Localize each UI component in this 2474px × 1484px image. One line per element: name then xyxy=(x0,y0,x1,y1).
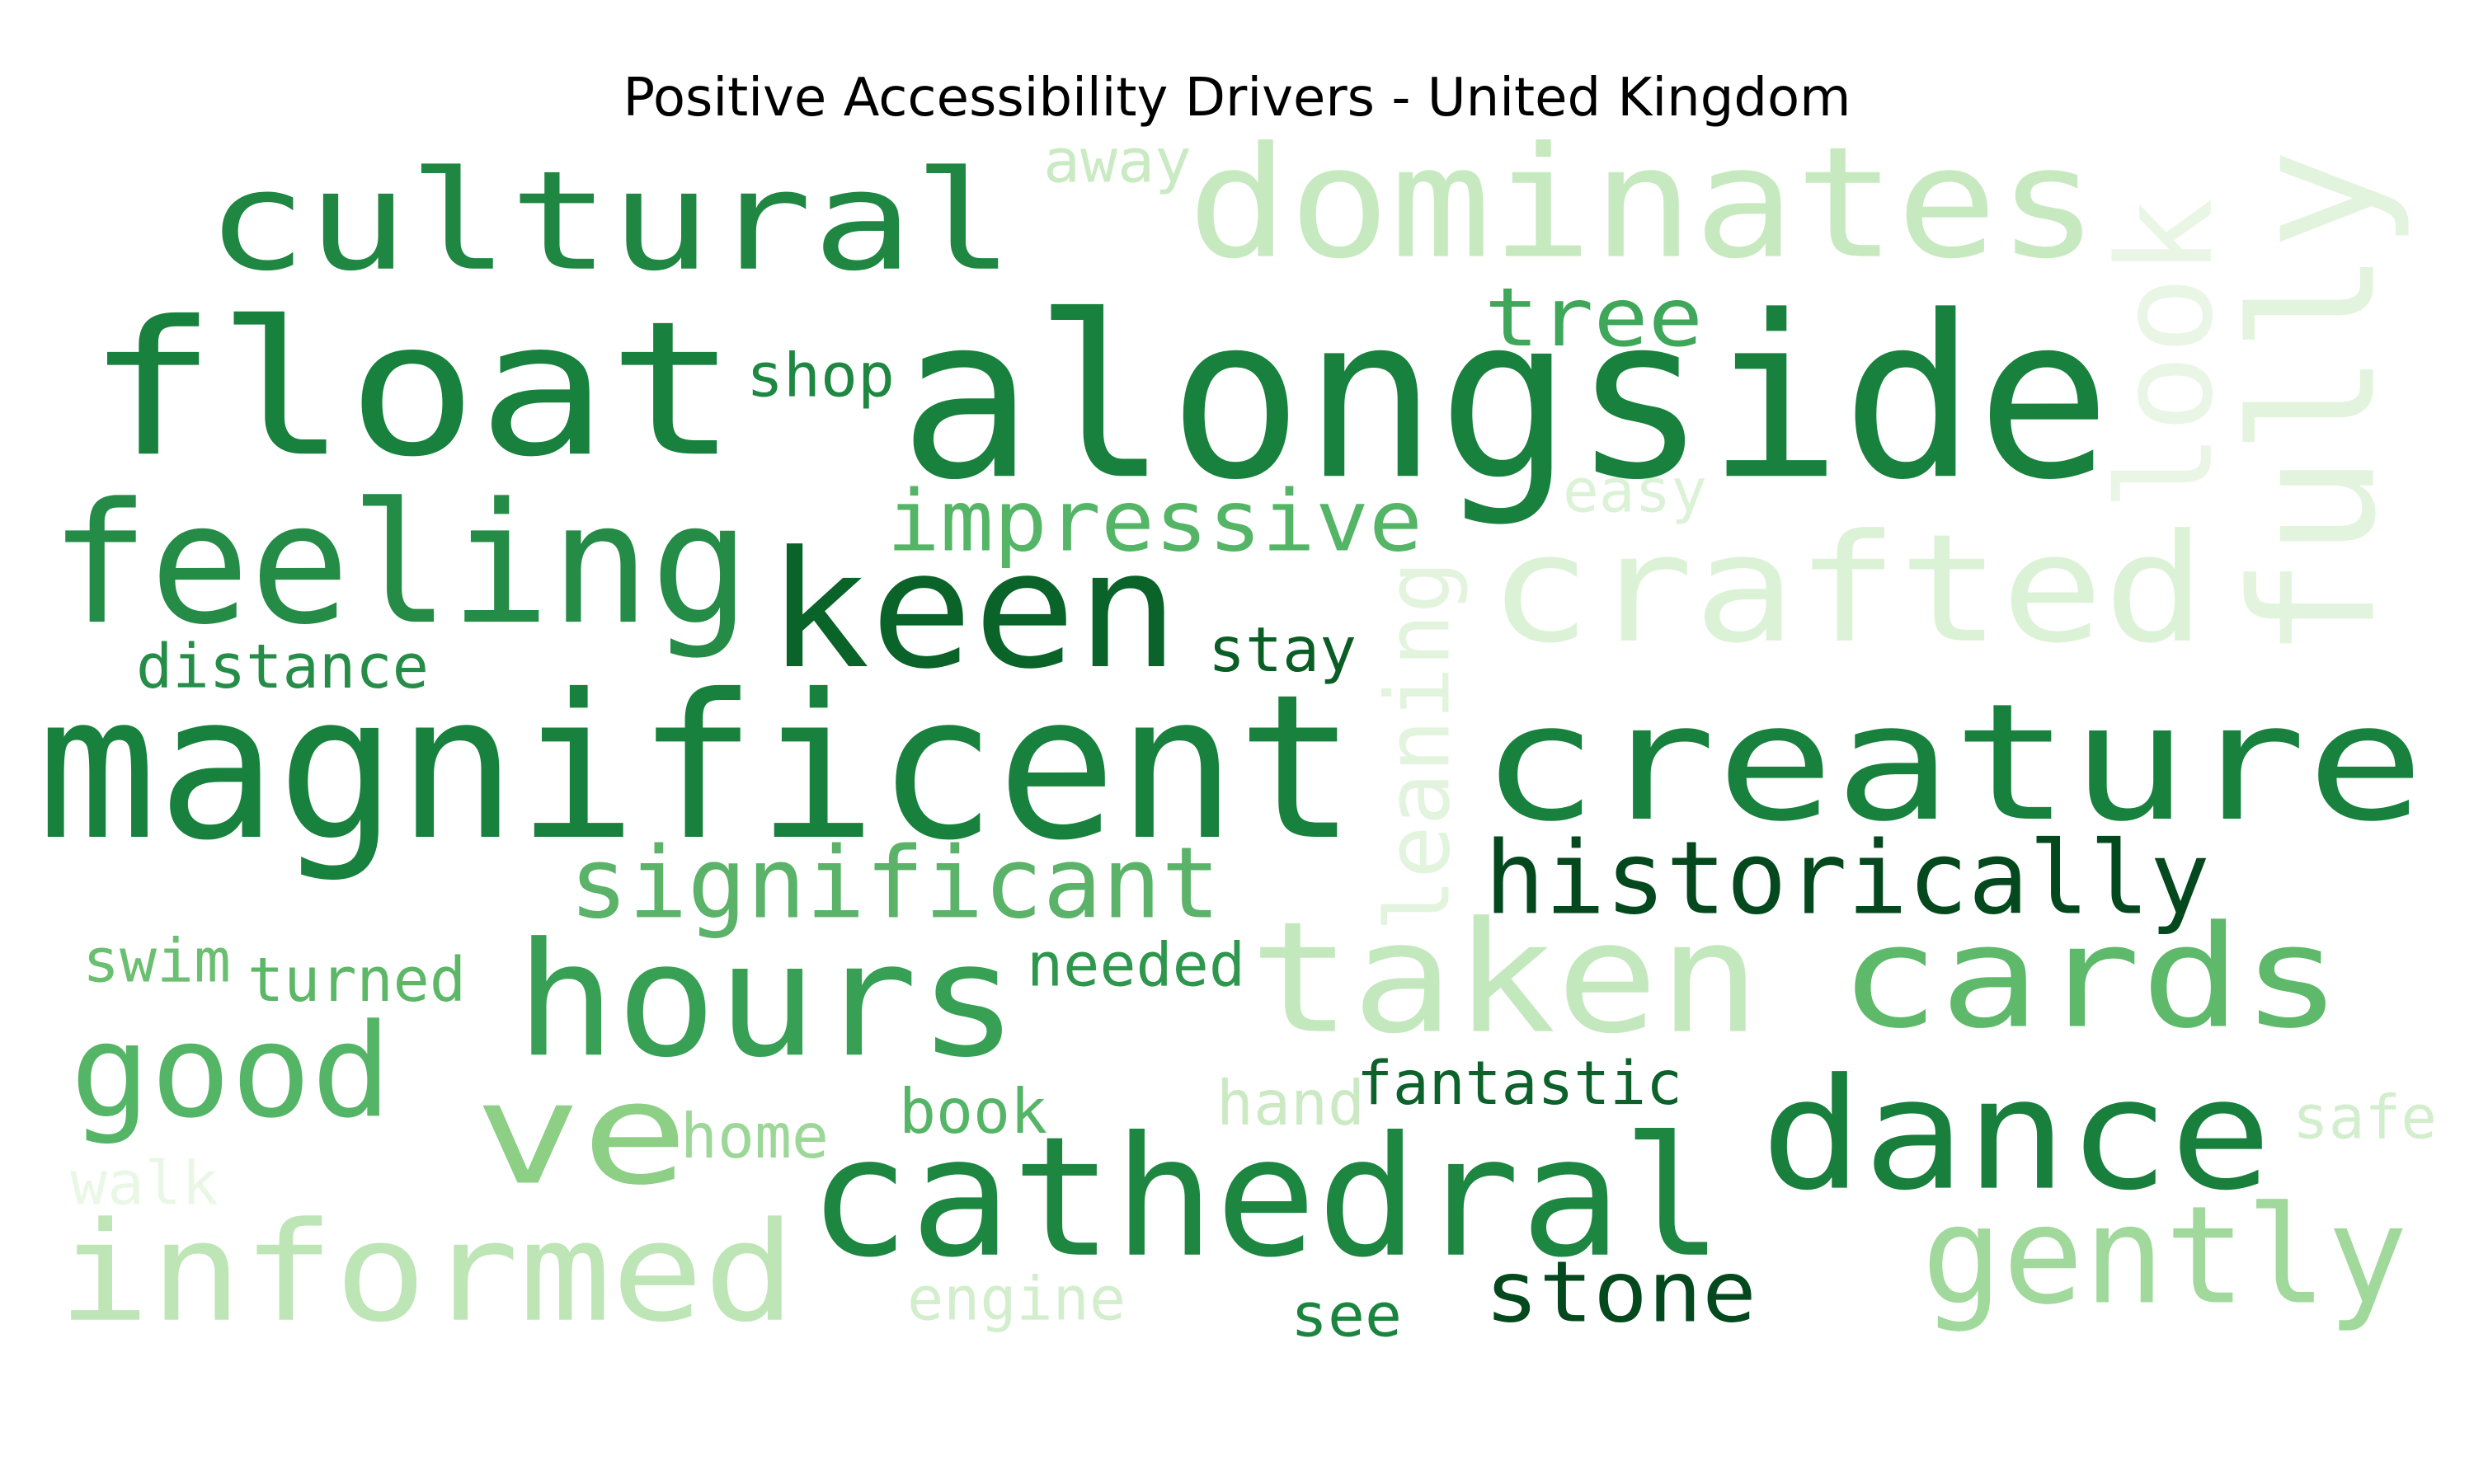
cloud-word-taken: taken xyxy=(1249,889,1761,1068)
cloud-word-impressive: impressive xyxy=(887,472,1423,571)
cloud-word-cultural: cultural xyxy=(206,142,1014,302)
cloud-word-hours: hours xyxy=(515,909,1018,1092)
cloud-word-informed: informed xyxy=(58,1193,796,1353)
cloud-word-leaning: leaning xyxy=(1367,561,1470,932)
cloud-word-see: see xyxy=(1291,1281,1402,1351)
cloud-word-historically: historically xyxy=(1484,820,2210,937)
cloud-word-stay: stay xyxy=(1208,613,1357,686)
cloud-word-walk: walk xyxy=(70,1149,219,1219)
cloud-word-stone: stone xyxy=(1484,1243,1757,1342)
cloud-word-look: look xyxy=(2091,198,2242,511)
chart-title: Positive Accessibility Drivers - United … xyxy=(623,68,1851,129)
cloud-word-dominates: dominates xyxy=(1188,114,2099,293)
cloud-word-magnificent: magnificent xyxy=(37,652,1357,885)
cloud-word-safe: safe xyxy=(2293,1083,2437,1153)
cloud-word-easy: easy xyxy=(1563,457,1707,527)
cloud-word-ve: ve xyxy=(474,1053,689,1217)
cloud-word-away: away xyxy=(1043,127,1192,197)
cloud-word-engine: engine xyxy=(907,1265,1126,1335)
cloud-word-feeling: feeling xyxy=(49,467,750,661)
cloud-word-home: home xyxy=(680,1100,829,1172)
cloud-word-cathedral: cathedral xyxy=(808,1102,1724,1294)
cloud-word-gently: gently xyxy=(1921,1177,2408,1335)
cloud-word-fully: fully xyxy=(2215,148,2414,660)
cloud-word-distance: distance xyxy=(136,632,429,702)
cloud-word-needed: needed xyxy=(1027,931,1245,1001)
cloud-word-book: book xyxy=(899,1075,1047,1148)
cloud-word-creature: creature xyxy=(1480,669,2425,857)
cloud-word-dance: dance xyxy=(1761,1045,2272,1224)
cloud-word-alongside: alongside xyxy=(899,268,2111,529)
cloud-word-crafted: crafted xyxy=(1489,502,2206,676)
cloud-word-fantastic: fantastic xyxy=(1357,1049,1682,1119)
cloud-word-significant: significant xyxy=(569,827,1221,942)
cloud-word-cards: cards xyxy=(1839,896,2342,1060)
cloud-word-shop: shop xyxy=(746,341,895,411)
cloud-word-float: float xyxy=(87,282,738,498)
cloud-word-tree: tree xyxy=(1484,271,1703,365)
cloud-word-good: good xyxy=(70,995,392,1146)
cloud-word-turned: turned xyxy=(247,946,466,1016)
cloud-word-keen: keen xyxy=(767,517,1179,705)
cloud-word-swim: swim xyxy=(82,927,231,997)
cloud-word-hand: hand xyxy=(1216,1067,1365,1139)
